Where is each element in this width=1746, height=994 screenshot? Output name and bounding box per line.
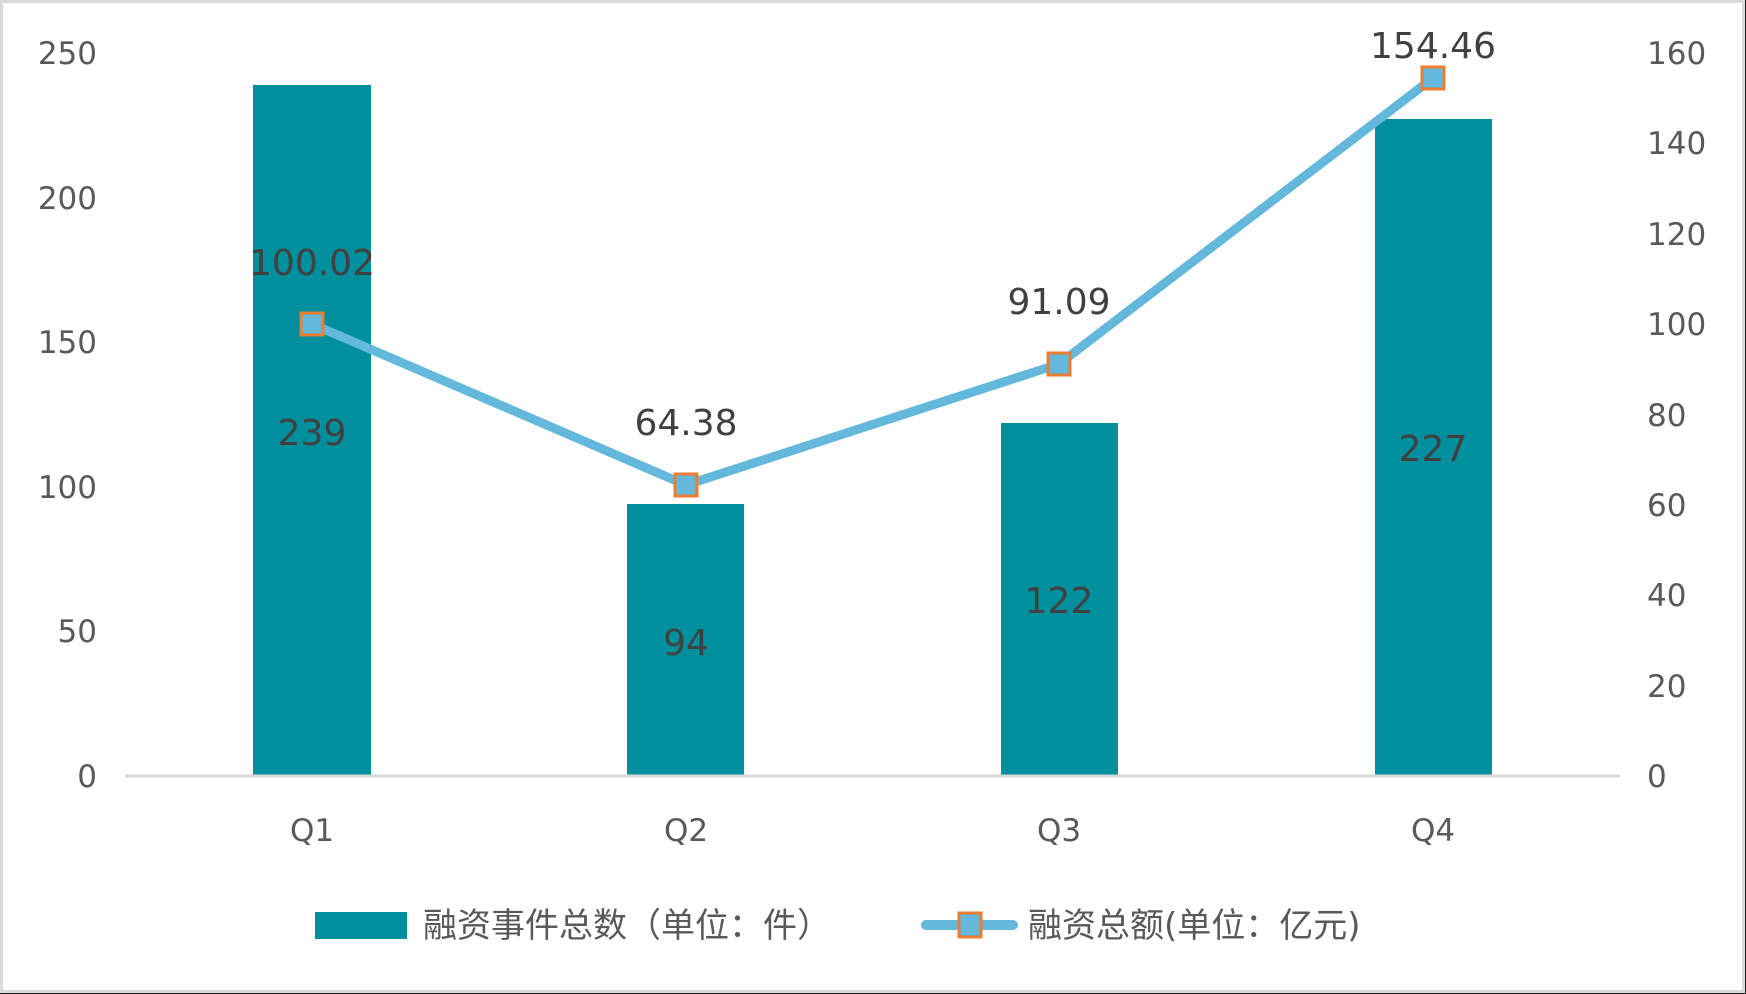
category-q2: Q2	[664, 813, 708, 849]
legend-bar-label: 融资事件总数（单位：件）	[423, 906, 831, 946]
right-tick-40: 40	[1647, 578, 1686, 614]
right-axis: 160 140 120 100 80 60 40 20 0	[1647, 36, 1706, 795]
right-tick-20: 20	[1647, 669, 1686, 705]
left-tick-0: 0	[77, 759, 97, 795]
bar-label-q2: 94	[663, 623, 709, 664]
line-markers	[299, 65, 1446, 498]
right-tick-60: 60	[1647, 488, 1686, 524]
right-tick-120: 120	[1647, 217, 1706, 253]
line-label-q2: 64.38	[634, 403, 737, 444]
left-tick-250: 250	[38, 36, 97, 72]
bar-data-labels: 239 94 122 227	[278, 413, 1468, 664]
marker-q3[interactable]	[1046, 351, 1072, 377]
left-tick-100: 100	[38, 470, 97, 506]
category-q1: Q1	[290, 813, 334, 849]
legend-marker-swatch	[957, 911, 983, 939]
line-data-labels: 100.02 64.38 91.09 154.46	[249, 26, 1496, 444]
legend-item-line[interactable]: 融资总额(单位：亿元)	[921, 906, 1361, 946]
legend-item-bar[interactable]: 融资事件总数（单位：件）	[315, 906, 831, 946]
marker-q4[interactable]	[1420, 65, 1446, 91]
bar-label-q1: 239	[278, 413, 347, 454]
bar-label-q3: 122	[1025, 581, 1094, 622]
left-tick-200: 200	[38, 181, 97, 217]
legend-line-label: 融资总额(单位：亿元)	[1028, 906, 1361, 946]
line-label-q1: 100.02	[249, 243, 375, 284]
legend-bar-swatch	[315, 912, 407, 939]
category-q4: Q4	[1411, 813, 1455, 849]
marker-q1[interactable]	[299, 311, 325, 337]
left-axis: 250 200 150 100 50 0	[38, 36, 97, 795]
bar-q4[interactable]	[1375, 119, 1492, 776]
marker-q2[interactable]	[673, 472, 699, 498]
line-label-q3: 91.09	[1007, 282, 1110, 323]
right-tick-100: 100	[1647, 307, 1706, 343]
x-axis: Q1 Q2 Q3 Q4	[290, 813, 1455, 849]
left-tick-150: 150	[38, 325, 97, 361]
left-tick-50: 50	[58, 614, 97, 650]
right-tick-160: 160	[1647, 36, 1706, 72]
bar-q2[interactable]	[627, 504, 744, 776]
right-tick-0: 0	[1647, 759, 1667, 795]
category-q3: Q3	[1037, 813, 1081, 849]
bar-label-q4: 227	[1399, 429, 1468, 470]
line-series	[310, 74, 1436, 490]
line-label-q4: 154.46	[1370, 26, 1496, 67]
right-tick-80: 80	[1647, 398, 1686, 434]
legend: 融资事件总数（单位：件） 融资总额(单位：亿元)	[315, 906, 1361, 946]
bar-q3[interactable]	[1001, 423, 1118, 776]
right-tick-140: 140	[1647, 126, 1706, 162]
bar-q1[interactable]	[253, 85, 371, 776]
bar-series	[253, 85, 1492, 776]
